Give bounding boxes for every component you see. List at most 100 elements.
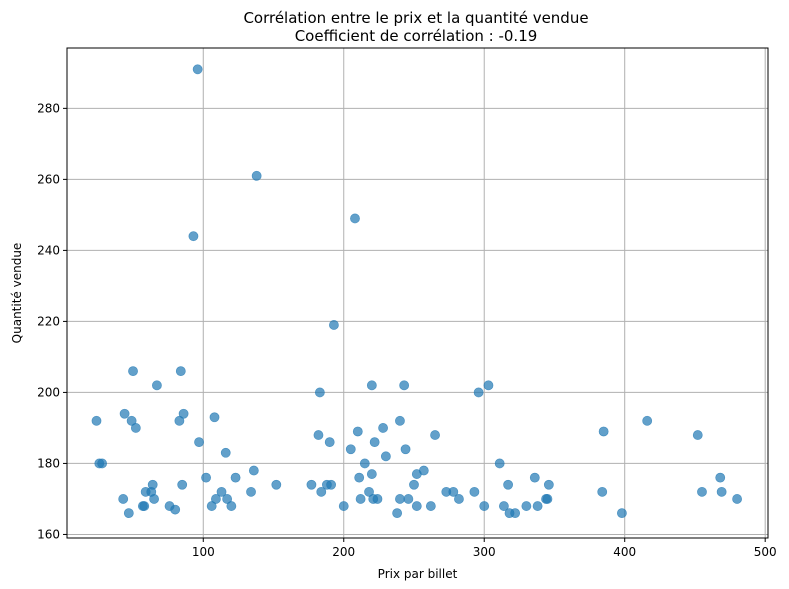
scatter-point xyxy=(395,415,405,426)
scatter-point xyxy=(616,508,627,519)
y-tick-label: 260 xyxy=(37,172,60,186)
scatter-point xyxy=(220,447,231,458)
scatter-point xyxy=(498,501,509,511)
scatter-point xyxy=(598,426,609,437)
scatter-point xyxy=(170,504,181,515)
scatter-point xyxy=(175,366,186,377)
scatter-point xyxy=(642,415,653,426)
scatter-point xyxy=(483,380,494,391)
scatter-point xyxy=(118,494,129,504)
scatter-point xyxy=(246,486,256,497)
scatter-point xyxy=(697,486,707,497)
scatter-point xyxy=(326,479,337,490)
scatter-point xyxy=(469,486,480,497)
scatter-point xyxy=(324,437,335,448)
scatter-point xyxy=(338,501,349,511)
y-tick-label: 200 xyxy=(37,385,60,399)
scatter-point xyxy=(380,451,391,462)
scatter-point xyxy=(372,494,383,504)
chart-title: Corrélation entre le prix et la quantité… xyxy=(243,9,588,27)
scatter-point xyxy=(209,412,220,423)
scatter-point xyxy=(366,380,377,391)
scatter-point xyxy=(409,479,419,490)
scatter-point xyxy=(119,408,130,419)
scatter-point xyxy=(147,479,158,490)
scatter-point xyxy=(177,479,188,490)
scatter-point xyxy=(152,380,162,391)
scatter-point xyxy=(126,415,137,426)
scatter-point xyxy=(91,415,102,426)
scatter-point xyxy=(178,408,189,419)
scatter-point xyxy=(510,508,521,519)
data-points xyxy=(91,64,742,519)
scatter-point xyxy=(192,64,203,75)
scatter-point xyxy=(529,472,540,483)
scatter-point xyxy=(201,472,211,483)
y-tick-label: 240 xyxy=(37,243,60,257)
scatter-point xyxy=(543,479,554,490)
scatter-point xyxy=(139,501,150,511)
scatter-point xyxy=(128,366,138,377)
scatter-point xyxy=(355,494,366,504)
scatter-point xyxy=(399,380,410,391)
scatter-point xyxy=(369,437,380,448)
chart-subtitle: Coefficient de corrélation : -0.19 xyxy=(295,27,538,45)
scatter-point xyxy=(306,479,317,490)
scatter-point xyxy=(597,486,608,497)
scatter-point xyxy=(359,458,370,469)
scatter-point xyxy=(448,486,459,497)
x-tick-label: 400 xyxy=(613,545,636,559)
x-tick-label: 200 xyxy=(332,545,355,559)
scatter-point xyxy=(271,479,282,490)
plot-area-frame xyxy=(66,47,769,539)
scatter-point xyxy=(97,458,108,469)
scatter-point xyxy=(130,423,141,433)
grid xyxy=(67,48,768,538)
scatter-point xyxy=(316,486,327,497)
scatter-point xyxy=(425,501,436,511)
x-tick-label: 300 xyxy=(473,545,496,559)
scatter-point xyxy=(251,170,262,181)
y-tick-label: 220 xyxy=(37,314,60,328)
scatter-point xyxy=(692,430,703,440)
scatter-point xyxy=(418,465,429,476)
scatter-point xyxy=(216,486,227,497)
scatter-point xyxy=(188,231,199,242)
scatter-point xyxy=(226,501,237,511)
scatter-point xyxy=(400,444,411,455)
scatter-point xyxy=(350,213,360,224)
scatter-point xyxy=(206,501,217,511)
scatter-point xyxy=(473,387,484,398)
scatter-point xyxy=(716,486,727,497)
scatter-point xyxy=(411,501,422,511)
scatter-point xyxy=(313,430,324,440)
scatter-point xyxy=(329,320,339,330)
scatter-point xyxy=(352,426,363,437)
scatter-point xyxy=(314,387,325,398)
scatter-point xyxy=(732,494,742,504)
scatter-point xyxy=(503,479,514,490)
y-tick-label: 160 xyxy=(37,527,60,541)
scatter-point xyxy=(494,458,505,469)
scatter-point xyxy=(479,501,490,511)
scatter-point xyxy=(211,494,221,504)
scatter-point xyxy=(248,465,259,476)
scatter-point xyxy=(542,494,553,504)
scatter-point xyxy=(366,469,377,479)
scatter-point xyxy=(123,508,134,519)
scatter-point xyxy=(395,494,405,504)
scatter-point xyxy=(715,472,726,483)
scatter-point xyxy=(222,494,233,504)
axis-ticks: 100 200 300 400 500 160 180 200 220 240 260 280 xyxy=(37,101,777,559)
scatter-point xyxy=(430,430,440,440)
scatter-point xyxy=(345,444,356,455)
x-tick-label: 500 xyxy=(754,545,777,559)
scatter-point xyxy=(174,415,185,426)
scatter-point xyxy=(392,508,403,519)
y-tick-label: 180 xyxy=(37,456,60,470)
scatter-point xyxy=(521,501,532,511)
scatter-point xyxy=(230,472,241,483)
scatter-point xyxy=(378,423,388,433)
scatter-point xyxy=(364,486,374,497)
